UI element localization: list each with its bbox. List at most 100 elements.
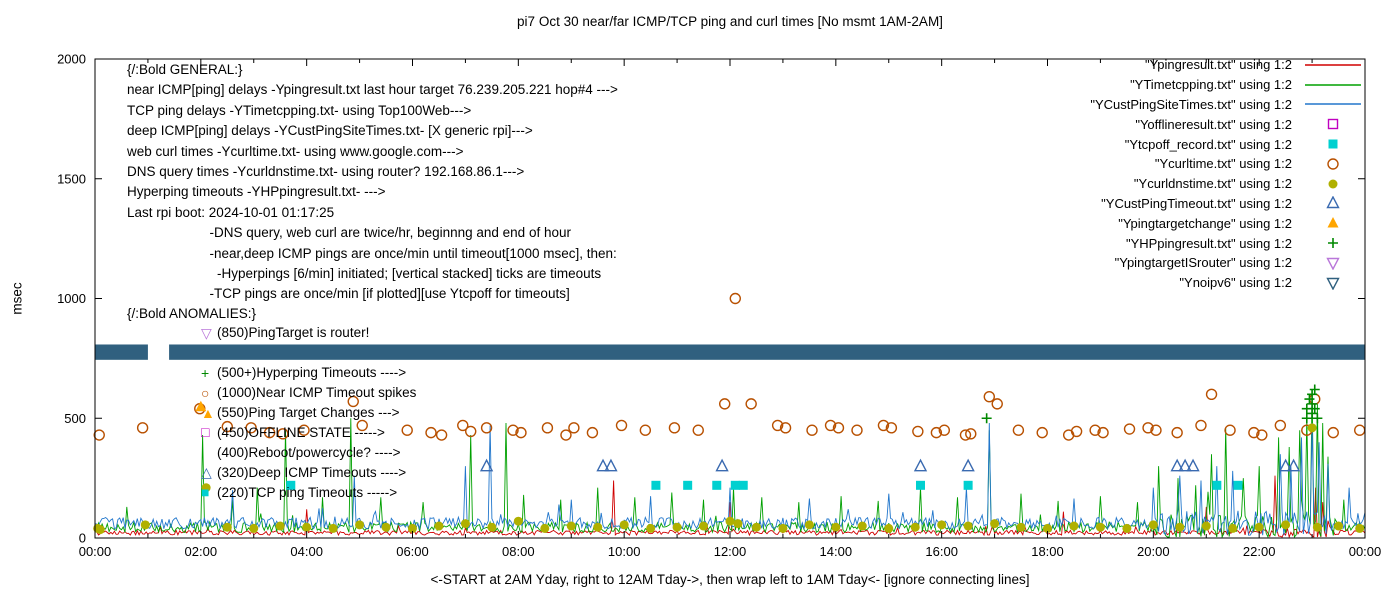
marker-circle-open	[136, 422, 149, 434]
marker-circle-filled	[328, 523, 338, 533]
marker-plus	[1309, 403, 1320, 414]
legend-entry: "Yofflineresult.txt" using 1:2	[1090, 114, 1364, 134]
marker-circle-open	[729, 292, 741, 305]
x-tick-label: 18:00	[1031, 544, 1064, 559]
anomaly-item: + (500+)Hyperping Timeouts ---->	[201, 363, 416, 383]
marker-circle-filled	[201, 483, 211, 493]
marker-circle-filled	[884, 523, 894, 533]
marker-square-open	[1327, 119, 1339, 130]
legend-entry: "Ycurltime.txt" using 1:2	[1090, 154, 1364, 174]
marker-plus	[1301, 413, 1312, 424]
legend-entry: "Ycurldnstime.txt" using 1:2	[1090, 174, 1364, 194]
legend-entry: "Ypingresult.txt" using 1:2	[1090, 55, 1364, 75]
marker-circle-filled	[1043, 523, 1052, 533]
general-note-line: near ICMP[ping] delays -Ypingresult.txt …	[127, 82, 618, 98]
anomaly-text: (450)OFFLINE STATE ----->	[217, 424, 385, 440]
marker-circle-open	[745, 398, 757, 410]
marker-circle-filled	[460, 519, 470, 529]
anomaly-marker-icon: +	[201, 364, 210, 381]
legend-entry: "YpingtargetISrouter" using 1:2	[1090, 253, 1364, 273]
anomalies-heading: {/:Bold ANOMALIES:}	[127, 306, 257, 321]
marker-circle-open	[1327, 426, 1339, 439]
marker-circle-open	[832, 422, 845, 434]
marker-circle-open	[1097, 426, 1109, 439]
legend-sample-triangle-down-open	[1302, 256, 1364, 270]
marker-circle-open	[93, 429, 105, 441]
marker-circle-open	[507, 424, 519, 436]
legend-entry: "Ynoipv6" using 1:2	[1090, 273, 1364, 293]
marker-circle-filled	[222, 522, 232, 532]
marker-circle-filled	[672, 522, 682, 532]
marker-circle-open	[912, 425, 924, 438]
legend-sample-circle-filled	[1302, 177, 1364, 191]
marker-circle-open	[1327, 158, 1339, 170]
legend-label: "Ynoipv6" using 1:2	[1179, 275, 1292, 291]
marker-circle-filled	[619, 520, 629, 530]
anomalies-list: ▽ (850)PingTarget is router! + (500+)Hyperp…	[201, 323, 416, 502]
marker-triangle-open	[1170, 458, 1184, 472]
marker-circle-filled	[95, 525, 105, 535]
anomaly-marker-icon: ▽	[201, 324, 212, 341]
marker-circle-open	[1150, 424, 1162, 436]
y-tick-label: 1500	[57, 171, 86, 186]
general-note-line: {/:Bold GENERAL:}	[127, 62, 243, 77]
marker-circle-open	[885, 422, 898, 434]
series-points-YCustPingTimeout.txt	[479, 458, 1301, 472]
series-band-Ynoipv6	[169, 344, 1365, 360]
x-tick-label: 06:00	[396, 544, 429, 559]
marker-circle-open	[1012, 424, 1025, 436]
marker-triangle-open	[1178, 458, 1192, 472]
marker-triangle-open	[1278, 458, 1293, 472]
marker-circle-filled	[434, 521, 444, 531]
marker-circle-open	[515, 426, 527, 439]
marker-circle-open	[959, 429, 972, 441]
marker-triangle-open	[913, 458, 928, 472]
marker-circle-open	[1171, 426, 1183, 439]
marker-circle-filled	[990, 519, 1000, 529]
x-tick-label: 20:00	[1137, 544, 1170, 559]
general-note-line: -DNS query, web curl are twice/hr, begin…	[127, 225, 571, 241]
marker-circle-filled	[963, 521, 973, 531]
marker-circle-filled	[275, 521, 285, 531]
general-note-line: DNS query times -Ycurldnstime.txt- using…	[127, 164, 525, 180]
marker-circle-open	[245, 422, 257, 434]
anomaly-text: (400)Reboot/powercycle? ---->	[217, 444, 401, 460]
legend-sample-line	[1302, 78, 1364, 92]
marker-circle-filled	[140, 520, 150, 530]
marker-circle-open	[465, 425, 477, 438]
marker-circle-open	[1195, 419, 1207, 432]
legend-label: "YTimetcpping.txt" using 1:2	[1130, 77, 1292, 93]
marker-circle-filled	[381, 522, 391, 532]
marker-circle-filled	[1095, 522, 1105, 532]
series-points-YHPpingresult.txt	[981, 384, 1323, 424]
marker-circle-filled	[487, 522, 497, 532]
x-tick-label: 04:00	[290, 544, 323, 559]
legend-sample-circle-open	[1302, 157, 1364, 171]
anomaly-item: (400)Reboot/powercycle? ---->	[201, 442, 416, 462]
general-note-line: Hyperping timeouts -YHPpingresult.txt- -…	[127, 184, 386, 200]
legend-label: "Yofflineresult.txt" using 1:2	[1135, 116, 1292, 132]
marker-circle-filled	[1281, 520, 1291, 530]
marker-circle-filled	[1175, 522, 1185, 532]
marker-circle-open	[457, 419, 469, 432]
marker-circle-filled	[1328, 179, 1338, 189]
x-tick-label: 00:00	[79, 544, 112, 559]
marker-plus	[1307, 389, 1318, 400]
series-points-Ycurldnstime.txt	[93, 423, 1365, 535]
legend-entry: "YCustPingSiteTimes.txt" using 1:2	[1090, 95, 1364, 115]
marker-triangle-open	[961, 458, 975, 472]
marker-square-filled	[1328, 139, 1338, 149]
marker-circle-open	[263, 426, 276, 439]
marker-circle-open	[541, 422, 554, 434]
x-tick-label: 10:00	[608, 544, 641, 559]
marker-circle-open	[277, 428, 289, 440]
anomaly-text: (1000)Near ICMP Timeout spikes	[217, 385, 417, 401]
marker-triangle-open	[1186, 458, 1200, 472]
marker-square-filled	[963, 480, 973, 490]
marker-circle-filled	[408, 523, 417, 533]
marker-circle-open	[401, 424, 413, 436]
legend-sample-triangle-open	[1302, 196, 1364, 210]
marker-circle-open	[1070, 425, 1083, 438]
marker-circle-open	[965, 428, 977, 440]
